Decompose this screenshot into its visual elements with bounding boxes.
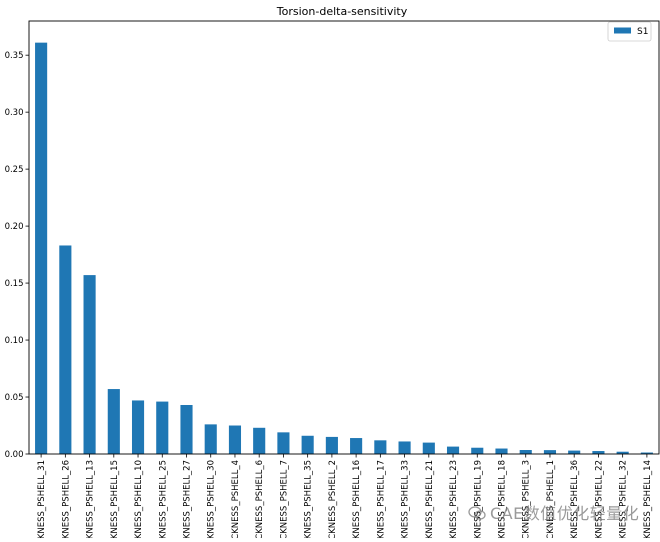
bar-ckness-pshell-13 (83, 275, 96, 454)
x-tick-label: IICKNESS_PSHELL_7 (279, 460, 289, 538)
x-tick-label: CKNESS_PSHELL_10 (134, 460, 144, 538)
x-tick-label: CKNESS_PSHELL_17 (376, 460, 386, 538)
x-tick-label: IICKNESS_PSHELL_1 (546, 460, 556, 538)
x-tick-label: CKNESS_PSHELL_14 (643, 460, 653, 538)
legend-label-s1: S1 (637, 27, 648, 37)
x-tick-label: CKNESS_PSHELL_33 (401, 460, 411, 538)
x-tick-label: CKNESS_PSHELL_19 (473, 460, 483, 538)
legend-swatch-s1 (614, 27, 631, 34)
y-tick-label: 0.25 (5, 165, 24, 175)
x-tick-label: CKNESS_PSHELL_32 (619, 460, 629, 538)
x-tick-label: CKNESS_PSHELL_27 (183, 460, 193, 538)
watermark: CAE数值优化轻量化 (468, 500, 639, 524)
x-tick-label: CKNESS_PSHELL_22 (594, 460, 604, 538)
bar-ckness-pshell-27 (180, 405, 193, 454)
bar-ckness-pshell-26 (59, 245, 72, 454)
bar-ckness-pshell-22 (592, 451, 605, 454)
bar-ckness-pshell-23 (446, 446, 460, 454)
bar-iickness-pshell-7 (277, 432, 290, 454)
x-tick-label: CKNESS_PSHELL_15 (110, 460, 120, 538)
x-tick-label: CKNESS_PSHELL_18 (498, 460, 508, 538)
y-tick-label: 0.05 (5, 393, 24, 403)
bar-ckness-pshell-35 (301, 435, 314, 454)
bar-ckness-pshell-16 (350, 438, 363, 454)
watermark-text: CAE数值优化轻量化 (490, 504, 640, 523)
bars (35, 42, 653, 455)
x-tick-label: CKNESS_PSHELL_25 (158, 460, 168, 538)
bar-ckness-pshell-17 (374, 440, 387, 454)
bar-ckness-pshell-10 (131, 400, 145, 454)
x-tick-label: CKNESS_PSHELL_31 (37, 460, 47, 538)
y-tick-label: 0.15 (5, 279, 24, 289)
bar-ckness-pshell-18 (495, 448, 508, 454)
x-tick-label: IICKNESS_PSHELL_3 (522, 460, 532, 538)
x-tick-label: CKNESS_PSHELL_35 (304, 460, 314, 538)
x-tick-label: CKNESS_PSHELL_21 (425, 460, 435, 538)
x-tick-label: CKNESS_PSHELL_13 (86, 460, 96, 538)
bar-ckness-pshell-19 (471, 447, 484, 454)
bar-iickness-pshell-6 (253, 427, 266, 454)
bar-iickness-pshell-1 (543, 450, 557, 454)
x-tick-label: CKNESS_PSHELL_26 (61, 460, 71, 538)
x-axis: CKNESS_PSHELL_31 CKNESS_PSHELL_26 CKNESS_P… (37, 454, 653, 542)
bar-ckness-pshell-33 (398, 441, 411, 454)
wechat-icon (468, 505, 486, 520)
bar-ckness-pshell-21 (422, 442, 435, 454)
bar-ckness-pshell-14 (640, 452, 653, 454)
x-tick-label: CKNESS_PSHELL_16 (352, 460, 362, 538)
x-tick-label: IICKNESS_PSHELL_2 (328, 460, 338, 538)
x-tick-label: IICKNESS_PSHELL_6 (255, 460, 265, 538)
bar-ckness-pshell-31 (35, 42, 48, 455)
bar-ckness-pshell-25 (156, 401, 169, 454)
bar-iickness-pshell-3 (519, 450, 532, 454)
y-tick-label: 0.35 (5, 51, 24, 61)
y-tick-label: 0.10 (5, 336, 24, 346)
chart-title: Torsion-delta-sensitivity (276, 5, 408, 18)
y-tick-label: 0.30 (5, 108, 24, 118)
x-tick-label: IICKNESS_PSHELL_4 (231, 460, 241, 538)
bar-iickness-pshell-4 (228, 425, 242, 454)
bar-ckness-pshell-32 (616, 451, 629, 454)
y-axis: 0.00 0.05 0.10 0.15 0.20 0.25 0.30 0.35 (5, 51, 29, 460)
plot-frame (28, 20, 660, 455)
bar-iickness-pshell-2 (325, 436, 338, 454)
bar-ckness-pshell-30 (204, 424, 217, 454)
x-tick-label: CKNESS_PSHELL_23 (449, 460, 459, 538)
legend: S1 (607, 21, 652, 42)
y-tick-label: 0.00 (5, 450, 24, 460)
bar-ckness-pshell-36 (568, 450, 581, 454)
x-tick-label: CKNESS_PSHELL_36 (570, 460, 580, 538)
bar-ckness-pshell-15 (107, 389, 120, 454)
y-tick-label: 0.20 (5, 222, 24, 232)
x-tick-label: CKNESS_PSHELL_30 (207, 460, 217, 538)
